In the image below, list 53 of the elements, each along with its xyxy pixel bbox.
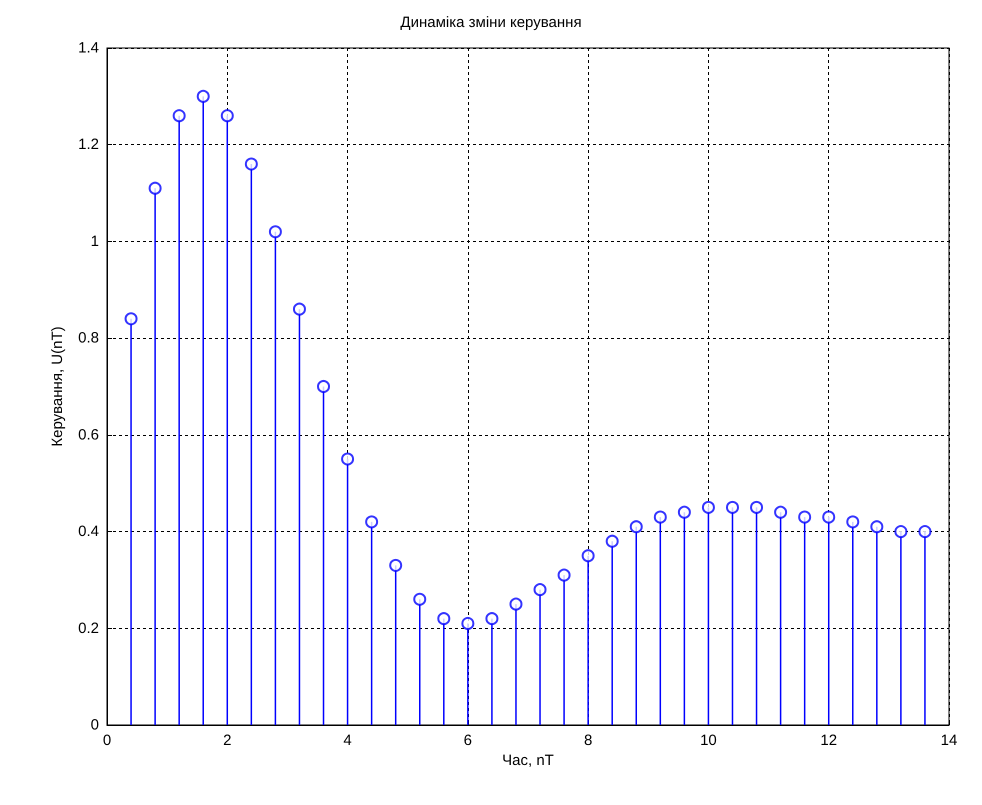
y-tick-label: 1: [90, 232, 99, 250]
point: [365, 515, 378, 528]
point: [268, 225, 282, 238]
y-tick-label: 0: [90, 716, 99, 734]
point: [172, 109, 186, 122]
point: [437, 612, 450, 626]
point: [798, 510, 812, 524]
y-tick-label: 1.4: [78, 40, 99, 56]
point: [654, 510, 667, 524]
point: [413, 592, 426, 606]
x-tick-label: 0: [102, 732, 112, 749]
point: [846, 515, 860, 528]
point: [196, 90, 210, 103]
point: [317, 380, 330, 393]
point: [292, 302, 306, 316]
point: [341, 452, 354, 466]
y-tick-label: 0.8: [78, 330, 99, 347]
point: [389, 558, 402, 572]
y-tick-label: 0.6: [78, 426, 99, 444]
point: [750, 500, 764, 514]
point: [606, 534, 619, 548]
y-tick-label: 0.2: [78, 620, 99, 637]
point: [485, 612, 498, 626]
x-tick-label: 6: [464, 732, 472, 749]
x-tick-label: 4: [343, 732, 352, 749]
y-tick-label: 0.4: [78, 523, 99, 540]
point: [148, 182, 162, 195]
point: [534, 583, 547, 596]
x-tick-label: 8: [584, 732, 592, 749]
point: [220, 109, 234, 122]
point: [822, 510, 836, 524]
x-tick-label: 2: [223, 732, 232, 749]
point: [461, 616, 474, 630]
point: [702, 500, 715, 514]
point: [918, 525, 932, 538]
x-tick-label: 14: [940, 732, 958, 749]
point: [124, 312, 138, 326]
point: [582, 549, 595, 562]
point: [678, 506, 691, 519]
point: [870, 520, 884, 534]
chart-title: Динаміка зміни керування: [400, 14, 582, 31]
point: [630, 520, 643, 534]
y-tick-label: 1.2: [78, 136, 99, 154]
point: [558, 568, 571, 582]
point: [894, 525, 908, 538]
point: [726, 500, 739, 514]
x-axis-title: Час, nT: [502, 752, 554, 769]
point: [774, 506, 788, 519]
x-tick-label: 10: [700, 732, 717, 749]
point: [244, 158, 258, 171]
point: [509, 598, 522, 611]
x-tick-label: 12: [820, 732, 838, 749]
y-axis-title: Керування, U(nT): [49, 326, 66, 447]
